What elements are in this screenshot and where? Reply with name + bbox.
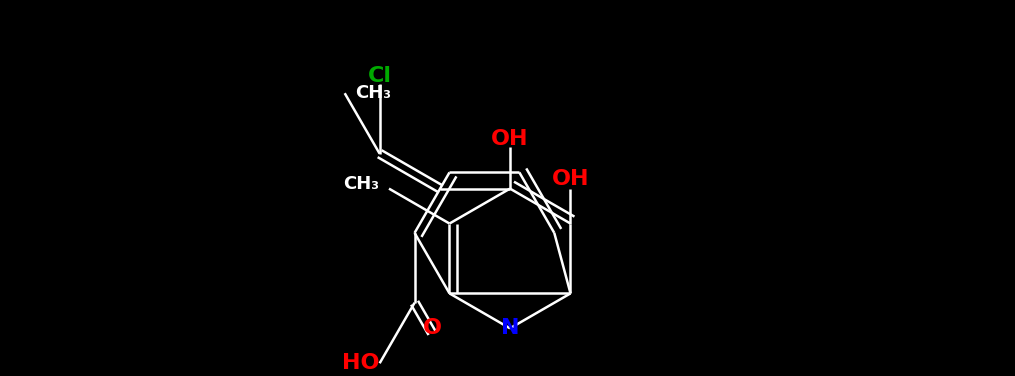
Text: OH: OH <box>552 169 590 189</box>
Text: CH₃: CH₃ <box>354 84 391 102</box>
Text: OH: OH <box>491 129 529 149</box>
Text: HO: HO <box>342 353 380 373</box>
Text: O: O <box>422 318 442 338</box>
Text: CH₃: CH₃ <box>343 174 379 193</box>
Text: Cl: Cl <box>367 66 392 86</box>
Text: N: N <box>500 318 520 338</box>
